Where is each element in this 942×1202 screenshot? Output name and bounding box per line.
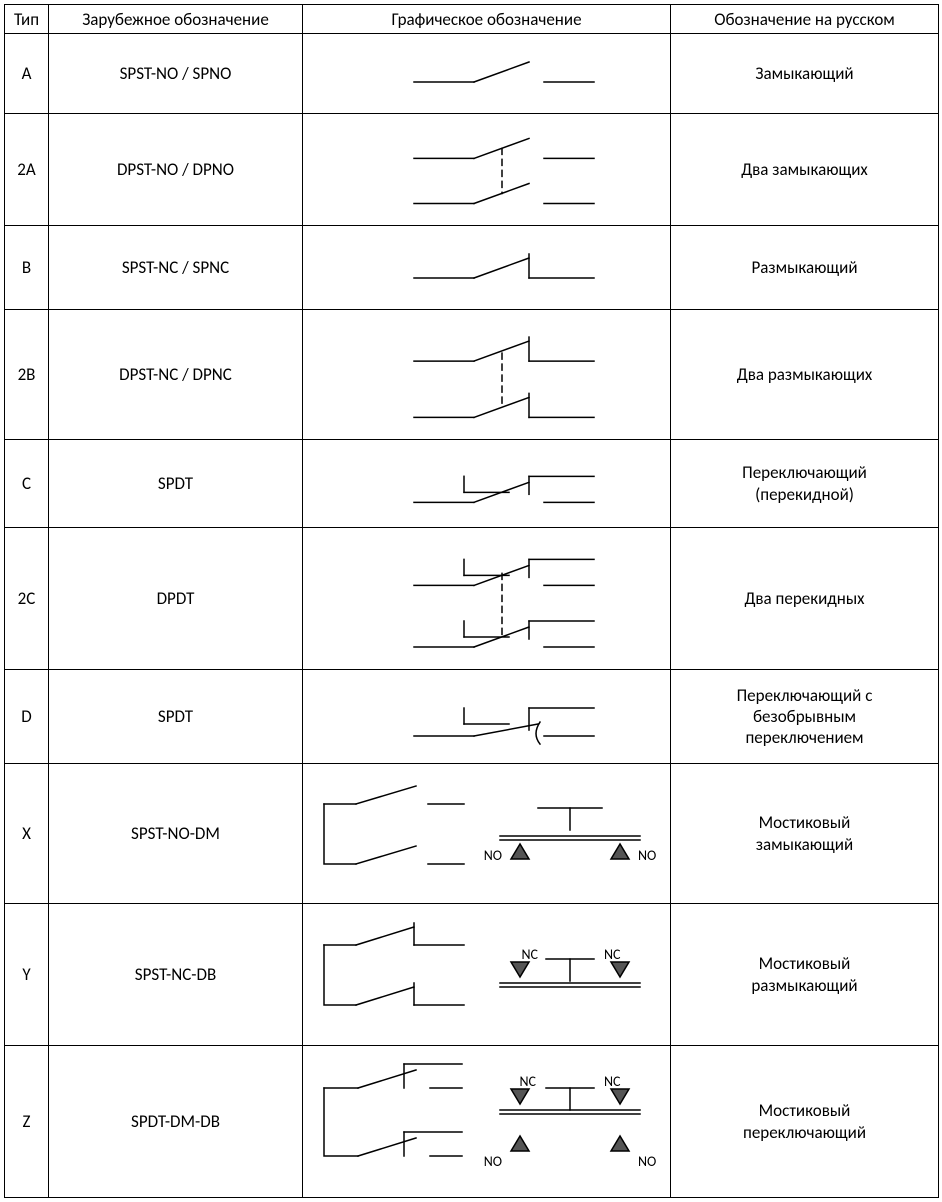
- russian-line: Мостиковый: [671, 1100, 938, 1121]
- table-row: ZSPDT-DM-DB NC NC NO NO Мостиковыйпереключа…: [5, 1046, 939, 1198]
- cell-type: X: [5, 764, 49, 904]
- svg-text:NC: NC: [604, 1073, 621, 1090]
- svg-text:NO: NO: [638, 847, 656, 864]
- cell-type: C: [5, 440, 49, 528]
- cell-graphic-symbol: [303, 310, 671, 440]
- cell-type: A: [5, 34, 49, 114]
- cell-russian-designation: Переключающий сбезобрывнымпереключением: [671, 670, 939, 764]
- svg-text:NO: NO: [638, 1153, 656, 1170]
- relay-contacts-table: Тип Зарубежное обозначение Графическое о…: [4, 4, 939, 1198]
- table-row: XSPST-NO-DM NO NO Мостиковыйзамыкающий: [5, 764, 939, 904]
- cell-russian-designation: Замыкающий: [671, 34, 939, 114]
- cell-russian-designation: Два замыкающих: [671, 114, 939, 226]
- cell-foreign-designation: SPST-NO-DM: [49, 764, 303, 904]
- cell-graphic-symbol: NC NC: [303, 904, 671, 1046]
- cell-foreign-designation: SPDT-DM-DB: [49, 1046, 303, 1198]
- cell-graphic-symbol: [303, 670, 671, 764]
- cell-russian-designation: Размыкающий: [671, 226, 939, 310]
- cell-graphic-symbol: [303, 226, 671, 310]
- russian-line: Переключающий с: [671, 685, 938, 706]
- cell-russian-designation: Два перекидных: [671, 528, 939, 670]
- col-header-graphic: Графическое обозначение: [303, 5, 671, 34]
- cell-foreign-designation: SPST-NC / SPNC: [49, 226, 303, 310]
- cell-russian-designation: Мостиковыйпереключающий: [671, 1046, 939, 1198]
- russian-line: (перекидной): [671, 484, 938, 505]
- cell-foreign-designation: SPST-NO / SPNO: [49, 34, 303, 114]
- cell-foreign-designation: DPST-NO / DPNO: [49, 114, 303, 226]
- table-row: 2BDPST-NC / DPNC Два размыкающих: [5, 310, 939, 440]
- cell-russian-designation: Переключающий(перекидной): [671, 440, 939, 528]
- col-header-type: Тип: [5, 5, 49, 34]
- table-row: CSPDT Переключающий(перекидной): [5, 440, 939, 528]
- col-header-russian: Обозначение на русском: [671, 5, 939, 34]
- cell-graphic-symbol: NC NC NO NO: [303, 1046, 671, 1198]
- russian-line: Переключающий: [671, 462, 938, 483]
- table-row: DSPDT Переключающий сбезобрывнымпереключ…: [5, 670, 939, 764]
- cell-type: 2C: [5, 528, 49, 670]
- russian-line: Мостиковый: [671, 953, 938, 974]
- cell-foreign-designation: SPDT: [49, 670, 303, 764]
- cell-russian-designation: Мостиковыйразмыкающий: [671, 904, 939, 1046]
- table-row: ASPST-NO / SPNO Замыкающий: [5, 34, 939, 114]
- russian-line: безобрывным: [671, 706, 938, 727]
- cell-foreign-designation: DPST-NC / DPNC: [49, 310, 303, 440]
- table-row: 2CDPDT Два перекидных: [5, 528, 939, 670]
- cell-type: Z: [5, 1046, 49, 1198]
- col-header-foreign: Зарубежное обозначение: [49, 5, 303, 34]
- cell-foreign-designation: SPST-NC-DB: [49, 904, 303, 1046]
- svg-text:NC: NC: [519, 1073, 536, 1090]
- cell-type: B: [5, 226, 49, 310]
- russian-line: переключением: [671, 727, 938, 748]
- svg-text:NC: NC: [521, 946, 538, 963]
- cell-type: 2A: [5, 114, 49, 226]
- russian-line: размыкающий: [671, 975, 938, 996]
- cell-russian-designation: Два размыкающих: [671, 310, 939, 440]
- cell-foreign-designation: DPDT: [49, 528, 303, 670]
- cell-graphic-symbol: [303, 34, 671, 114]
- cell-graphic-symbol: NO NO: [303, 764, 671, 904]
- svg-text:NO: NO: [483, 847, 501, 864]
- cell-type: D: [5, 670, 49, 764]
- russian-line: замыкающий: [671, 834, 938, 855]
- table-row: 2ADPST-NO / DPNO Два замыкающих: [5, 114, 939, 226]
- table-row: BSPST-NC / SPNC Размыкающий: [5, 226, 939, 310]
- russian-line: переключающий: [671, 1122, 938, 1143]
- russian-line: Мостиковый: [671, 812, 938, 833]
- svg-text:NO: NO: [483, 1153, 501, 1170]
- cell-type: 2B: [5, 310, 49, 440]
- cell-foreign-designation: SPDT: [49, 440, 303, 528]
- cell-graphic-symbol: [303, 528, 671, 670]
- cell-graphic-symbol: [303, 114, 671, 226]
- svg-text:NC: NC: [604, 946, 621, 963]
- cell-russian-designation: Мостиковыйзамыкающий: [671, 764, 939, 904]
- cell-graphic-symbol: [303, 440, 671, 528]
- cell-type: Y: [5, 904, 49, 1046]
- table-header-row: Тип Зарубежное обозначение Графическое о…: [5, 5, 939, 34]
- table-row: YSPST-NC-DB NC NC Мостиковыйразмыкающий: [5, 904, 939, 1046]
